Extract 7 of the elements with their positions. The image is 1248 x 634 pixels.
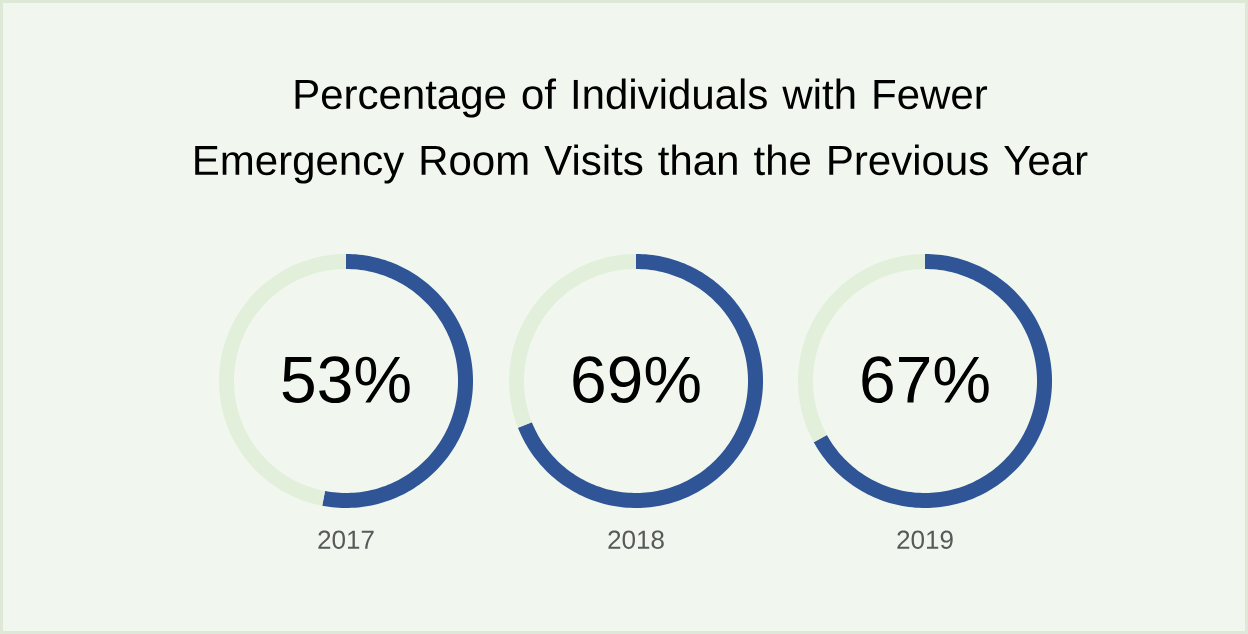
text: 69% xyxy=(573,356,700,404)
text: 2018 xyxy=(608,530,664,549)
text: Percentage of Individuals with Fewer Emergency Room Visits than the Previous Year xyxy=(195,78,1088,184)
text: 67% xyxy=(862,356,989,404)
text: 53% xyxy=(282,356,410,404)
text: 2019 xyxy=(897,530,953,549)
text: 2017 xyxy=(318,530,374,549)
